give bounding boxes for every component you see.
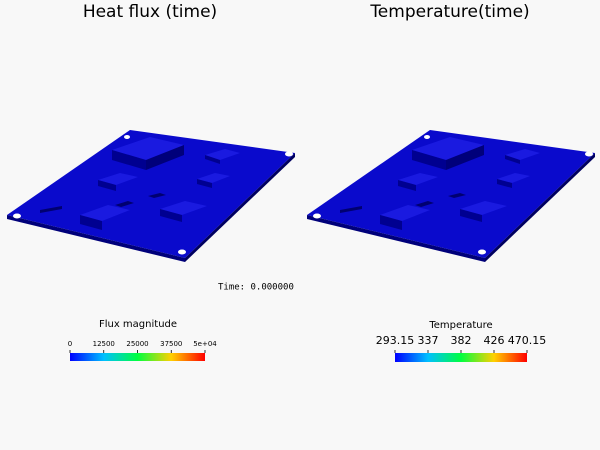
colorbar-tick-label: 12500 [93, 340, 115, 348]
panel-title: Heat flux (time) [83, 2, 217, 22]
colorbar-title: Temperature [428, 320, 492, 331]
colorbar-title: Flux magnitude [99, 319, 177, 330]
colorbar-tick-label: 470.15 [508, 334, 547, 347]
time-label: Time: 0.000000 [218, 283, 294, 293]
colorbar-tick-label: 25000 [126, 340, 148, 348]
left-board-render [7, 130, 295, 262]
right-board-render [307, 130, 595, 262]
colorbar [395, 353, 527, 362]
colorbar-tick-label: 426 [484, 334, 505, 347]
colorbar-tick-label: 5e+04 [193, 340, 217, 348]
colorbar-tick-label: 37500 [160, 340, 182, 348]
panel-title: Temperature(time) [369, 2, 529, 22]
colorbar-tick-label: 0 [68, 340, 72, 348]
colorbar-tick-label: 382 [451, 334, 472, 347]
colorbar-tick-label: 337 [418, 334, 439, 347]
colorbar-tick-label: 293.15 [376, 334, 415, 347]
colorbar [70, 353, 205, 361]
